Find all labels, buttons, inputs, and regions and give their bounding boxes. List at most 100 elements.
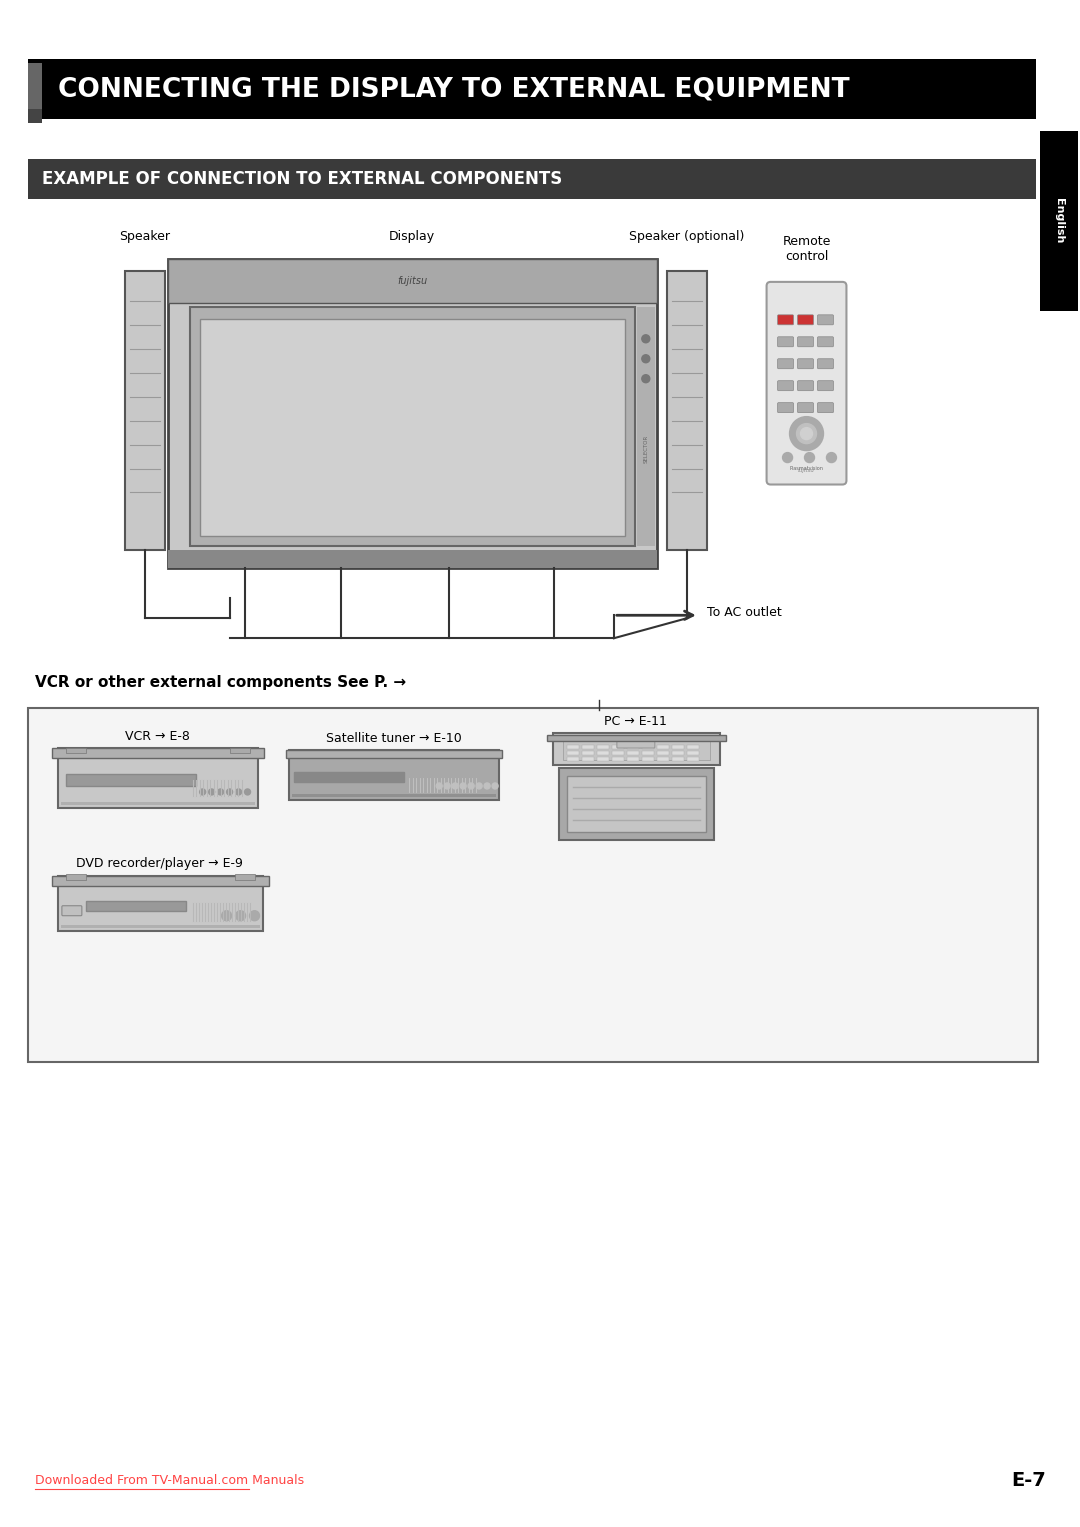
FancyBboxPatch shape	[66, 748, 85, 753]
FancyBboxPatch shape	[28, 60, 1036, 119]
FancyBboxPatch shape	[167, 260, 657, 568]
FancyBboxPatch shape	[597, 757, 609, 760]
FancyBboxPatch shape	[818, 403, 834, 412]
FancyBboxPatch shape	[567, 776, 705, 832]
FancyBboxPatch shape	[672, 745, 684, 750]
Circle shape	[800, 428, 812, 440]
Circle shape	[797, 423, 816, 443]
FancyBboxPatch shape	[797, 315, 813, 325]
Circle shape	[492, 783, 498, 789]
Text: Satellite tuner → E-10: Satellite tuner → E-10	[326, 731, 462, 745]
FancyBboxPatch shape	[567, 757, 579, 760]
FancyBboxPatch shape	[597, 751, 609, 754]
FancyBboxPatch shape	[28, 110, 42, 124]
Circle shape	[249, 910, 259, 921]
Circle shape	[436, 783, 442, 789]
Circle shape	[235, 910, 245, 921]
FancyBboxPatch shape	[687, 757, 699, 760]
FancyBboxPatch shape	[612, 751, 624, 754]
FancyBboxPatch shape	[666, 270, 706, 550]
FancyBboxPatch shape	[289, 750, 499, 800]
Text: EXAMPLE OF CONNECTION TO EXTERNAL COMPONENTS: EXAMPLE OF CONNECTION TO EXTERNAL COMPON…	[42, 169, 563, 188]
FancyBboxPatch shape	[687, 745, 699, 750]
FancyBboxPatch shape	[778, 337, 794, 347]
FancyBboxPatch shape	[52, 876, 269, 886]
Circle shape	[221, 910, 231, 921]
FancyBboxPatch shape	[295, 773, 404, 782]
FancyBboxPatch shape	[230, 748, 249, 753]
FancyBboxPatch shape	[28, 709, 1038, 1063]
FancyBboxPatch shape	[818, 337, 834, 347]
Text: fujitsu: fujitsu	[798, 469, 815, 473]
FancyBboxPatch shape	[642, 745, 653, 750]
FancyBboxPatch shape	[642, 751, 653, 754]
Circle shape	[460, 783, 467, 789]
Circle shape	[805, 452, 814, 463]
Text: Downloaded From TV-Manual.com Manuals: Downloaded From TV-Manual.com Manuals	[35, 1474, 305, 1487]
Text: Remote
control: Remote control	[782, 235, 831, 263]
Text: SELECTOR: SELECTOR	[644, 435, 648, 463]
Circle shape	[642, 334, 650, 342]
FancyBboxPatch shape	[818, 359, 834, 368]
FancyBboxPatch shape	[612, 745, 624, 750]
FancyBboxPatch shape	[672, 757, 684, 760]
FancyBboxPatch shape	[553, 733, 719, 765]
FancyBboxPatch shape	[234, 873, 255, 880]
FancyBboxPatch shape	[642, 757, 653, 760]
Text: Speaker: Speaker	[119, 231, 171, 243]
Circle shape	[244, 789, 251, 796]
Text: DVD recorder/player → E-9: DVD recorder/player → E-9	[77, 857, 243, 870]
FancyBboxPatch shape	[167, 260, 657, 302]
Text: English: English	[1054, 199, 1064, 244]
FancyBboxPatch shape	[818, 315, 834, 325]
FancyBboxPatch shape	[125, 270, 164, 550]
Circle shape	[217, 789, 224, 796]
Circle shape	[826, 452, 836, 463]
FancyBboxPatch shape	[657, 751, 669, 754]
FancyBboxPatch shape	[626, 745, 639, 750]
FancyBboxPatch shape	[597, 745, 609, 750]
FancyBboxPatch shape	[66, 873, 85, 880]
Text: VCR → E-8: VCR → E-8	[125, 730, 190, 742]
FancyBboxPatch shape	[797, 403, 813, 412]
FancyBboxPatch shape	[567, 751, 579, 754]
FancyBboxPatch shape	[559, 768, 714, 840]
FancyBboxPatch shape	[28, 63, 42, 119]
FancyBboxPatch shape	[1040, 131, 1078, 312]
FancyBboxPatch shape	[58, 748, 257, 808]
Text: VCR or other external components See P. →: VCR or other external components See P. …	[35, 675, 406, 690]
Text: Speaker (optional): Speaker (optional)	[629, 231, 744, 243]
FancyBboxPatch shape	[797, 380, 813, 391]
Circle shape	[468, 783, 474, 789]
FancyBboxPatch shape	[293, 794, 496, 797]
FancyBboxPatch shape	[286, 750, 502, 757]
Circle shape	[453, 783, 458, 789]
FancyBboxPatch shape	[60, 925, 259, 928]
Circle shape	[476, 783, 482, 789]
Text: Plasmatvision: Plasmatvision	[789, 466, 823, 470]
FancyBboxPatch shape	[637, 307, 654, 547]
Circle shape	[200, 789, 205, 796]
Circle shape	[444, 783, 450, 789]
FancyBboxPatch shape	[567, 745, 579, 750]
FancyBboxPatch shape	[657, 757, 669, 760]
Text: To AC outlet: To AC outlet	[706, 606, 782, 618]
Circle shape	[484, 783, 490, 789]
FancyBboxPatch shape	[672, 751, 684, 754]
FancyBboxPatch shape	[626, 757, 639, 760]
FancyBboxPatch shape	[778, 315, 794, 325]
FancyBboxPatch shape	[797, 337, 813, 347]
Circle shape	[208, 789, 215, 796]
FancyBboxPatch shape	[617, 738, 654, 748]
Circle shape	[642, 374, 650, 383]
Text: Display: Display	[389, 231, 435, 243]
Text: E-7: E-7	[1011, 1471, 1047, 1490]
FancyBboxPatch shape	[190, 307, 635, 547]
FancyBboxPatch shape	[778, 380, 794, 391]
FancyBboxPatch shape	[687, 751, 699, 754]
FancyBboxPatch shape	[563, 738, 710, 760]
FancyBboxPatch shape	[28, 159, 1036, 199]
FancyBboxPatch shape	[657, 745, 669, 750]
FancyBboxPatch shape	[778, 359, 794, 368]
FancyBboxPatch shape	[818, 380, 834, 391]
